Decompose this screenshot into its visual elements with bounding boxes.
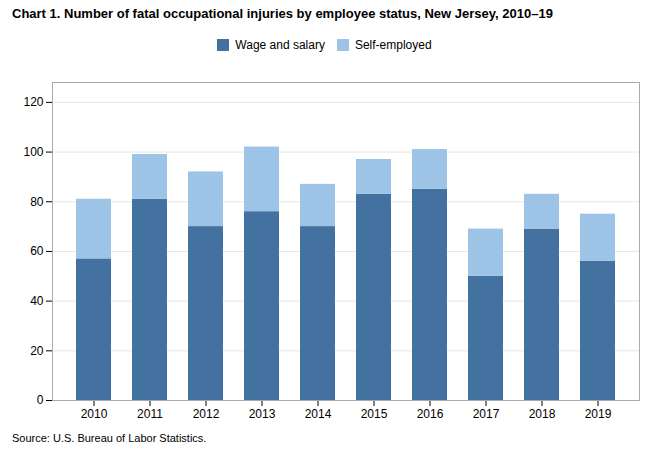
svg-text:2010: 2010 xyxy=(81,407,108,421)
html-text:Self-employed: Self-employed xyxy=(354,38,432,53)
svg-text:2013: 2013 xyxy=(249,407,276,421)
svg-text:2016: 2016 xyxy=(417,407,444,421)
svg-text:40: 40 xyxy=(30,294,44,308)
svg-text:2011: 2011 xyxy=(137,407,163,421)
svg-text:2015: 2015 xyxy=(361,407,388,421)
html-text:Chart 1. Number of fatal occup: Chart 1. Number of fatal occupational in… xyxy=(12,6,553,21)
svg-text:20: 20 xyxy=(30,344,44,358)
svg-text:120: 120 xyxy=(23,95,43,109)
svg-text:0: 0 xyxy=(37,393,44,407)
svg-text:2017: 2017 xyxy=(473,407,500,421)
svg-text:60: 60 xyxy=(30,244,44,258)
html-text:Source: U.S. Bureau of Labor S: Source: U.S. Bureau of Labor Statistics. xyxy=(12,431,207,444)
svg-text:2019: 2019 xyxy=(585,407,612,421)
svg-text:2012: 2012 xyxy=(193,407,220,421)
svg-text:2014: 2014 xyxy=(305,407,332,421)
svg-text:2018: 2018 xyxy=(529,407,556,421)
svg-text:80: 80 xyxy=(30,194,44,208)
html-text:Wage and salary: Wage and salary xyxy=(235,38,325,53)
svg-text:100: 100 xyxy=(23,145,43,159)
